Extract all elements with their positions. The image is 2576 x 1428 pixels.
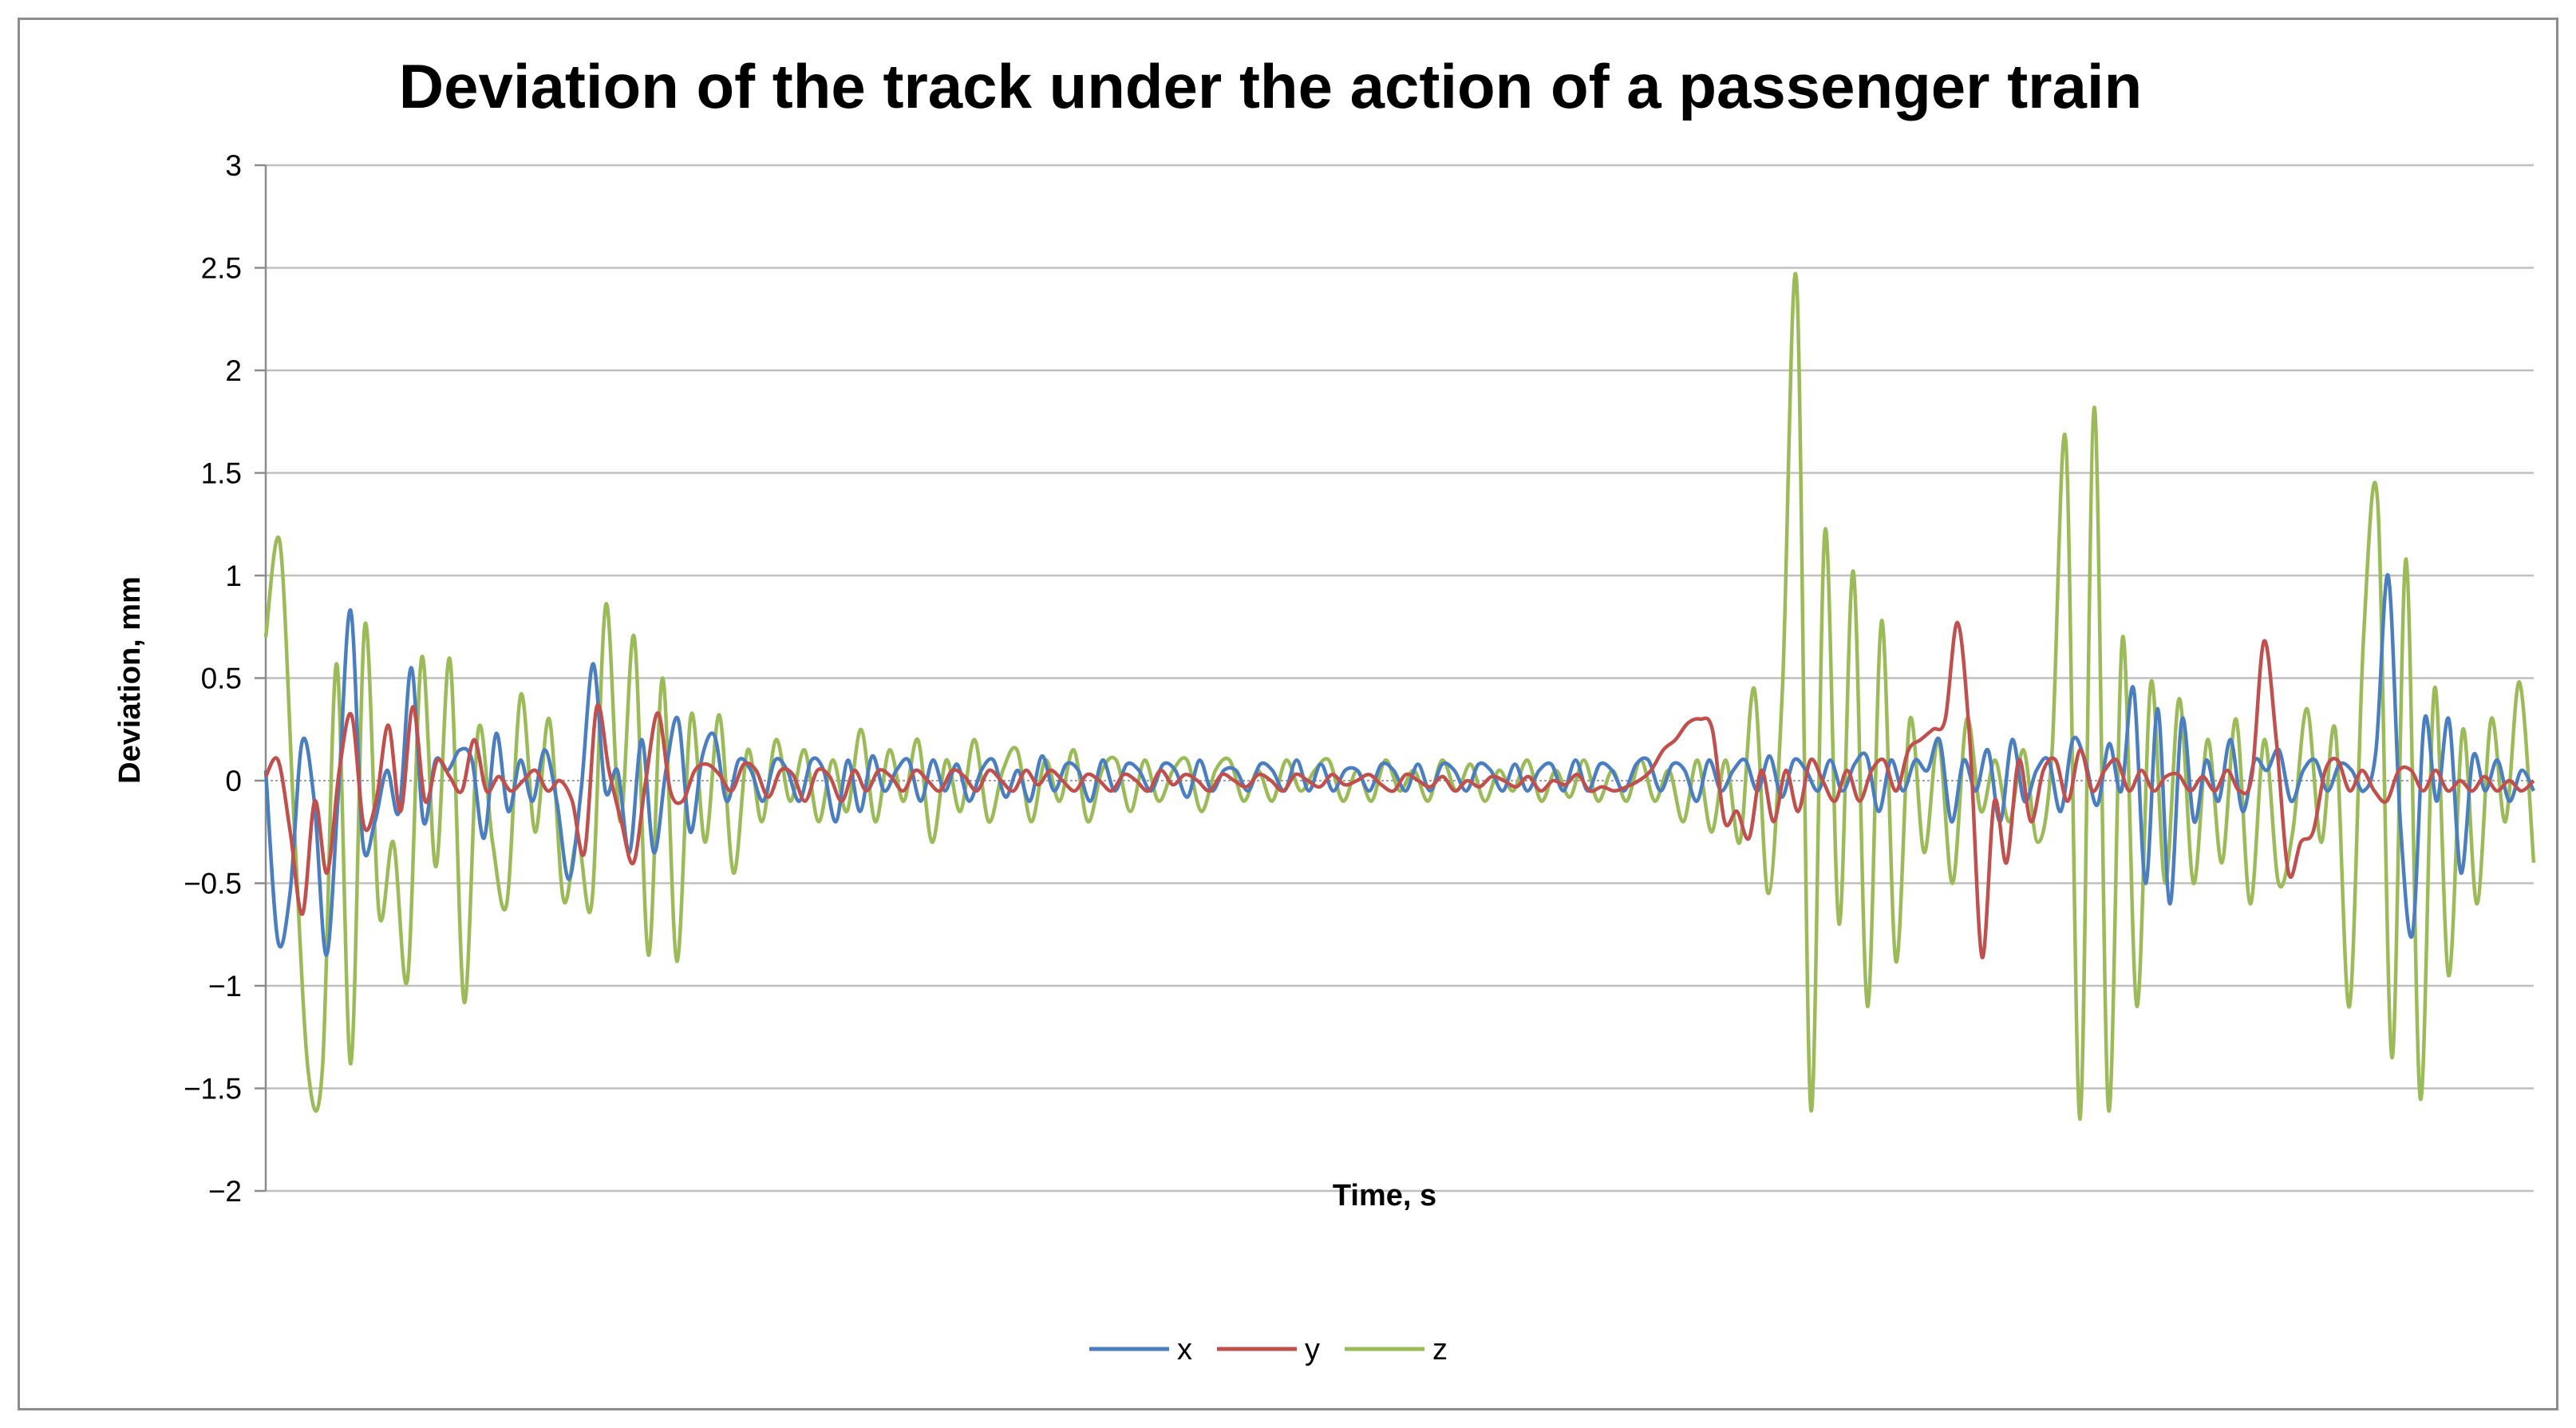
series-line-x bbox=[263, 573, 2536, 957]
legend-label-z: z bbox=[1432, 1333, 1448, 1367]
y-tick-label: 0 bbox=[225, 765, 242, 797]
series-lines bbox=[263, 271, 2536, 1121]
y-tick-label: −2 bbox=[208, 1175, 242, 1208]
series-line-z bbox=[263, 271, 2536, 1121]
y-axis-title: Deviation, mm bbox=[113, 576, 147, 784]
legend-label-x: x bbox=[1177, 1333, 1192, 1367]
chart-svg: Deviation of the track under the action … bbox=[113, 51, 2536, 1367]
y-tick-label: −1 bbox=[208, 970, 242, 1003]
y-tick-label: 2 bbox=[225, 354, 242, 387]
y-tick-label: 3 bbox=[225, 149, 242, 182]
y-tick-label: 2.5 bbox=[201, 252, 242, 285]
y-tick-label: 1.5 bbox=[201, 457, 242, 490]
legend-label-y: y bbox=[1305, 1333, 1320, 1367]
chart-title: Deviation of the track under the action … bbox=[399, 51, 2142, 121]
y-tick-label: −0.5 bbox=[184, 868, 242, 900]
y-tick-labels: 3 2.5 2 1.5 1 0.5 0 −0.5 −1 −1.5 −2 bbox=[184, 149, 242, 1208]
series-line-y bbox=[263, 620, 2535, 959]
x-axis-title: Time, s bbox=[1333, 1179, 1436, 1212]
y-tick-label: 1 bbox=[225, 560, 242, 592]
y-tick-label: −1.5 bbox=[184, 1073, 242, 1106]
legend: x y z bbox=[1089, 1333, 1448, 1367]
y-tick-label: 0.5 bbox=[201, 663, 242, 695]
chart-frame: Deviation of the track under the action … bbox=[18, 18, 2558, 1410]
